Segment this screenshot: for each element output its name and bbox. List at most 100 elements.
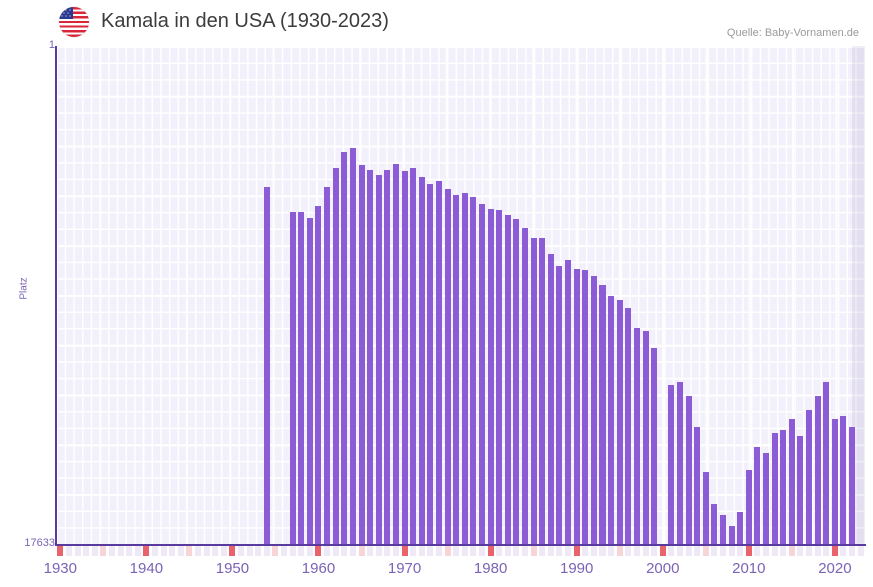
x-axis-tick: [831, 546, 838, 556]
x-axis-tick: [487, 546, 494, 556]
bar: [358, 164, 365, 544]
bar: [840, 415, 847, 544]
bar: [547, 254, 554, 544]
bar: [642, 331, 649, 544]
bar: [461, 192, 468, 544]
x-axis-tick: [65, 546, 72, 556]
x-axis-tick: [272, 546, 279, 556]
x-axis-tick: [694, 546, 701, 556]
x-axis-tick: [238, 546, 245, 556]
x-axis-tick: [788, 546, 795, 556]
x-axis-tick: [504, 546, 511, 556]
bar: [788, 418, 795, 544]
x-axis-tick: [246, 546, 253, 556]
bar: [599, 284, 606, 544]
x-axis-tick: [625, 546, 632, 556]
bar: [676, 382, 683, 544]
bar: [263, 186, 270, 544]
x-axis-tick: [702, 546, 709, 556]
bar: [315, 205, 322, 544]
bar: [797, 435, 804, 544]
bar: [565, 259, 572, 544]
bar: [522, 228, 529, 544]
bar: [745, 469, 752, 544]
x-axis-tick: [324, 546, 331, 556]
bar: [324, 187, 331, 544]
x-axis-tick: [74, 546, 81, 556]
bar: [806, 410, 813, 544]
page-title: Kamala in den USA (1930-2023): [101, 10, 389, 32]
x-axis-tick: [840, 546, 847, 556]
bar: [823, 382, 830, 544]
bar: [375, 175, 382, 544]
x-axis-tick: [306, 546, 313, 556]
bar: [349, 148, 356, 544]
x-axis-labels: 1930 1940 1950 1960 1970 1980 1990 2000 2010 2020: [0, 560, 873, 584]
x-axis-tick: [57, 546, 64, 556]
x-axis-tick: [565, 546, 572, 556]
x-axis-tick: [496, 546, 503, 556]
bar: [367, 169, 374, 544]
bar: [470, 197, 477, 544]
x-axis-tick: [685, 546, 692, 556]
x-axis-tick: [410, 546, 417, 556]
x-axis-tick: [177, 546, 184, 556]
x-axis-tick: [255, 546, 262, 556]
x-axis-tick: [814, 546, 821, 556]
bar: [487, 209, 494, 544]
bar: [435, 181, 442, 544]
bar: [608, 295, 615, 544]
bar: [530, 238, 537, 544]
x-axis-tick-marks: [56, 546, 865, 556]
x-axis-label: 1930: [43, 560, 77, 577]
bar: [685, 396, 692, 544]
x-axis-tick: [126, 546, 133, 556]
x-axis-tick: [263, 546, 270, 556]
x-axis-label: 1940: [129, 560, 164, 577]
bar: [737, 512, 744, 544]
x-axis-tick: [341, 546, 348, 556]
bar: [289, 212, 296, 544]
bar: [625, 307, 632, 544]
x-axis-tick: [143, 546, 150, 556]
y-axis-tick-top: 1: [48, 39, 55, 51]
x-axis-tick: [384, 546, 391, 556]
y-axis-title: Platz: [18, 277, 30, 300]
bar: [763, 452, 770, 544]
x-axis-tick: [332, 546, 339, 556]
x-axis-tick: [392, 546, 399, 556]
x-axis-tick: [435, 546, 442, 556]
bar: [427, 183, 434, 544]
y-axis-line: [55, 46, 57, 545]
bar: [539, 238, 546, 544]
x-axis-tick: [633, 546, 640, 556]
bar: [513, 219, 520, 544]
x-axis-tick: [358, 546, 365, 556]
x-axis-tick: [427, 546, 434, 556]
grid-major: [56, 46, 865, 544]
x-axis-tick: [711, 546, 718, 556]
x-axis-tick: [479, 546, 486, 556]
x-axis-tick: [91, 546, 98, 556]
x-axis-tick: [590, 546, 597, 556]
x-axis-tick: [298, 546, 305, 556]
x-axis-tick: [763, 546, 770, 556]
bar: [728, 526, 735, 544]
bar: [719, 514, 726, 544]
x-axis-tick: [220, 546, 227, 556]
bar: [401, 171, 408, 544]
x-axis-tick: [522, 546, 529, 556]
x-axis-tick: [375, 546, 382, 556]
x-axis-tick: [281, 546, 288, 556]
x-axis-label: 1990: [560, 560, 594, 577]
x-axis-tick: [349, 546, 356, 556]
x-axis-tick: [582, 546, 589, 556]
bar: [831, 418, 838, 544]
x-axis-tick: [108, 546, 115, 556]
x-axis-tick: [513, 546, 520, 556]
x-axis-label: 1950: [215, 560, 250, 577]
x-axis-tick: [539, 546, 546, 556]
x-axis-label: 1960: [301, 560, 336, 577]
x-axis-tick: [151, 546, 158, 556]
x-axis-tick: [461, 546, 468, 556]
